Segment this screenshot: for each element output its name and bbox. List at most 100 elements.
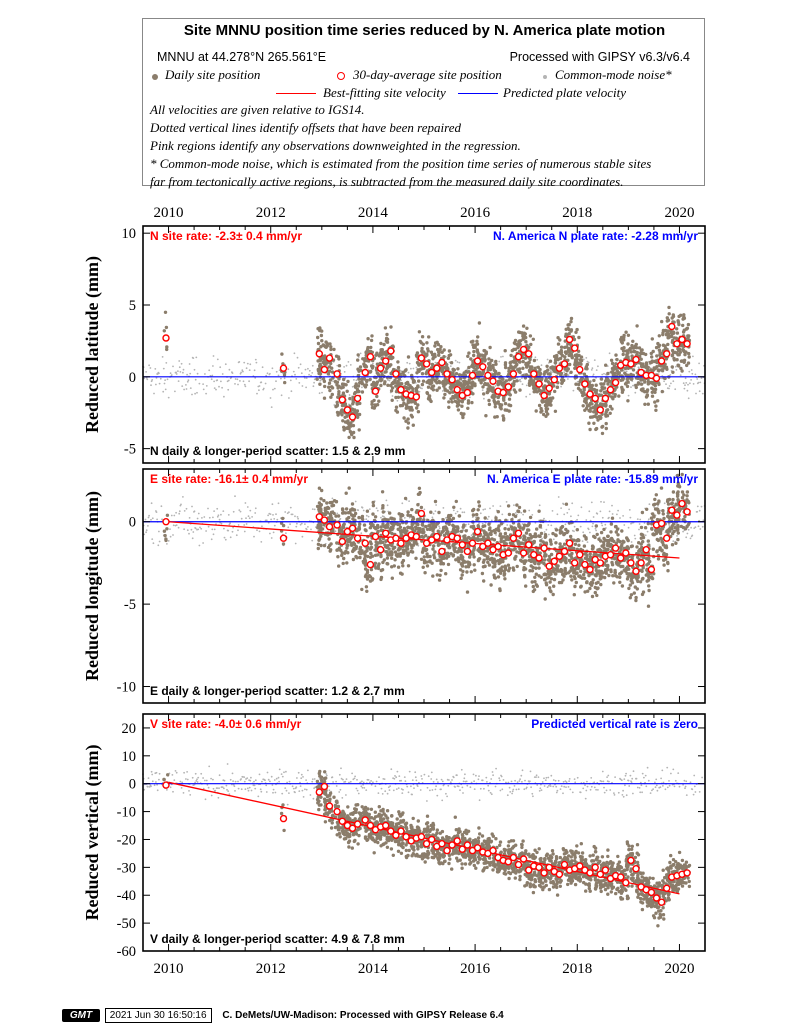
common-mode-point xyxy=(153,392,155,395)
daily-point xyxy=(375,394,379,399)
common-mode-point xyxy=(320,378,323,381)
common-mode-point xyxy=(173,514,176,517)
daily-point xyxy=(413,401,418,405)
daily-point xyxy=(493,564,497,569)
common-mode-point xyxy=(280,394,283,397)
common-mode-point xyxy=(311,508,314,510)
daily-point xyxy=(574,382,578,386)
common-mode-point xyxy=(175,371,178,374)
common-mode-point xyxy=(362,509,365,512)
daily-point xyxy=(687,355,691,359)
daily-point xyxy=(677,314,681,319)
daily-point xyxy=(472,507,476,512)
daily-point xyxy=(336,514,341,518)
legend-daily: Daily site position xyxy=(165,67,261,82)
daily-point xyxy=(524,362,528,367)
common-mode-point xyxy=(244,502,247,504)
daily-point xyxy=(567,332,571,336)
daily-point xyxy=(476,508,480,512)
daily-point xyxy=(164,538,168,543)
daily-point xyxy=(457,373,462,377)
daily-point xyxy=(343,415,347,419)
daily-point xyxy=(604,414,608,418)
common-mode-point xyxy=(254,358,257,361)
common-mode-point xyxy=(261,525,263,528)
daily-point xyxy=(482,529,486,533)
common-mode-point xyxy=(188,532,190,535)
common-mode-point xyxy=(600,500,602,503)
common-mode-point xyxy=(435,504,437,506)
daily-point xyxy=(435,522,439,526)
daily-point xyxy=(569,328,574,332)
common-mode-point xyxy=(674,365,677,368)
common-mode-point xyxy=(159,377,162,380)
common-mode-point xyxy=(698,390,701,393)
daily-point xyxy=(380,378,384,382)
daily-point xyxy=(442,365,447,370)
daily-point xyxy=(487,402,492,407)
daily-point xyxy=(431,547,435,551)
daily-point xyxy=(341,419,345,423)
common-mode-point xyxy=(668,523,670,526)
common-mode-point xyxy=(175,524,178,526)
daily-point xyxy=(382,382,387,386)
daily-point xyxy=(281,516,285,521)
daily-point xyxy=(467,351,471,355)
daily-point xyxy=(453,546,457,550)
common-mode-point xyxy=(697,381,700,384)
daily-point xyxy=(316,341,321,346)
daily-point xyxy=(420,382,425,387)
common-mode-point xyxy=(166,378,169,381)
daily-point xyxy=(351,549,355,554)
common-mode-point xyxy=(529,393,531,396)
daily-point xyxy=(502,569,506,573)
daily-point xyxy=(457,382,462,387)
common-mode-point xyxy=(167,540,170,542)
common-mode-point xyxy=(187,379,190,382)
daily-point xyxy=(416,503,420,507)
common-mode-point xyxy=(638,528,640,531)
daily-point xyxy=(477,321,482,325)
common-mode-point xyxy=(145,529,148,532)
common-mode-point xyxy=(361,386,363,389)
daily-point xyxy=(664,346,668,351)
common-mode-point xyxy=(408,500,410,502)
daily-point xyxy=(574,330,578,334)
daily-point xyxy=(503,531,508,536)
daily-point xyxy=(390,551,394,555)
daily-point xyxy=(518,525,522,530)
daily-point xyxy=(440,350,444,354)
daily-point xyxy=(410,546,414,550)
legend-box: Site MNNU position time series reduced b… xyxy=(142,18,705,189)
common-mode-point xyxy=(270,518,272,521)
daily-point xyxy=(538,551,542,555)
daily-point xyxy=(538,367,542,372)
daily-point xyxy=(492,398,496,403)
daily-point xyxy=(347,515,351,520)
daily-point xyxy=(563,355,567,359)
daily-point xyxy=(317,501,322,505)
daily-point xyxy=(362,523,367,527)
daily-point xyxy=(280,352,284,356)
common-mode-point xyxy=(275,370,278,373)
daily-point xyxy=(494,359,498,364)
daily-point xyxy=(515,550,519,554)
daily-point xyxy=(322,396,327,400)
common-mode-point xyxy=(157,544,160,547)
daily-point xyxy=(467,535,471,540)
daily-point xyxy=(552,368,556,372)
daily-point xyxy=(570,356,574,360)
avg-point xyxy=(382,357,390,365)
daily-point xyxy=(481,370,485,374)
common-mode-point xyxy=(262,387,265,390)
common-mode-point xyxy=(166,543,168,545)
daily-point xyxy=(427,524,431,528)
daily-point xyxy=(577,335,581,340)
common-mode-point xyxy=(212,533,215,536)
daily-point xyxy=(440,530,444,534)
daily-point xyxy=(339,548,343,553)
daily-point xyxy=(445,389,450,393)
daily-point xyxy=(421,527,425,532)
common-mode-point xyxy=(586,541,589,543)
common-mode-point xyxy=(648,503,651,506)
